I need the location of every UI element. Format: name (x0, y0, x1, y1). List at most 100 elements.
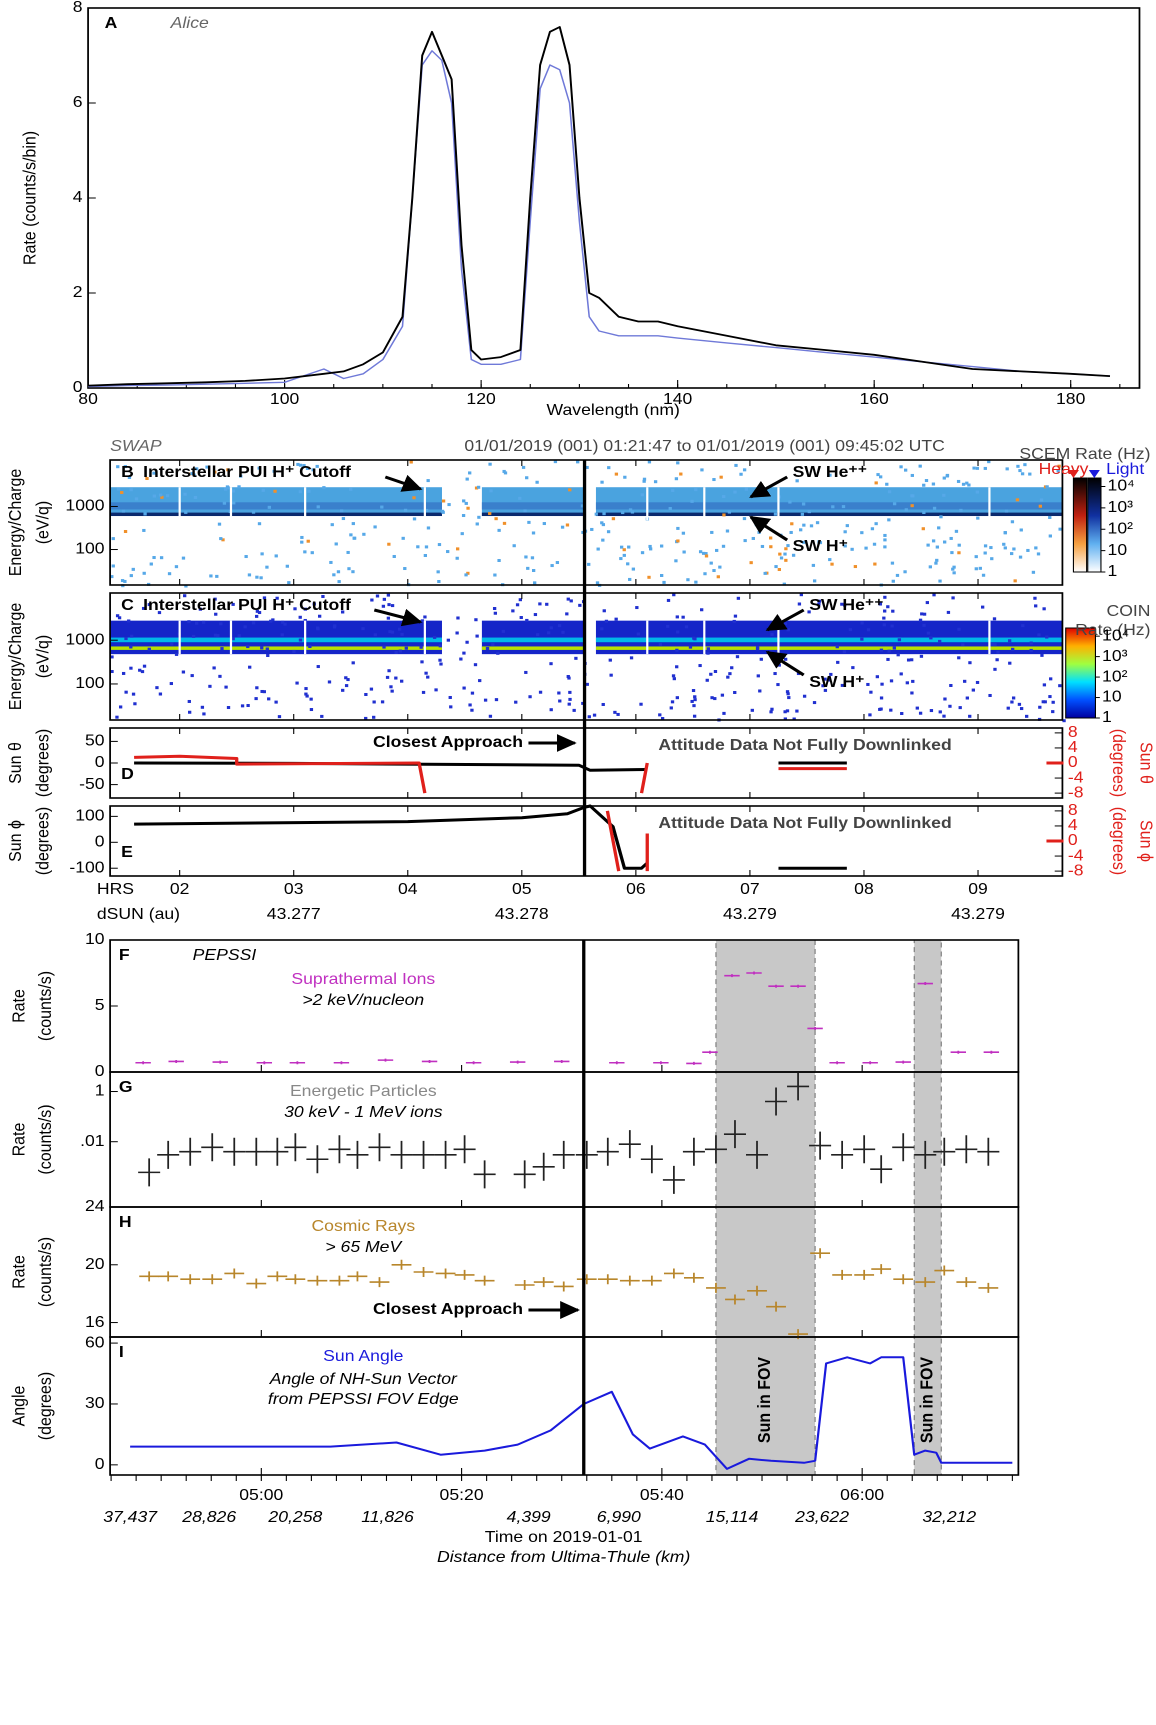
colorbar-tick-label: 10⁴ (1102, 626, 1129, 644)
spectrogram-dot (547, 631, 551, 635)
spectrogram-dot (215, 574, 219, 578)
spectrogram-dot (187, 620, 191, 624)
spectrogram-dot (466, 506, 470, 510)
spectrogram-dot (981, 605, 985, 609)
spectrogram-dot (770, 632, 774, 636)
spectrogram-dot (1015, 498, 1020, 502)
spectrogram-dot (1034, 546, 1038, 550)
spectrogram-dot (921, 527, 925, 531)
spectrogram-dot (420, 660, 424, 664)
spectrogram-dot (622, 553, 626, 557)
colorbar (1072, 477, 1088, 573)
spectrogram-dot (758, 689, 762, 693)
spectrogram-dot (470, 708, 474, 712)
spectrogram-dot (272, 469, 276, 473)
data-point (893, 1274, 914, 1285)
spectrogram-dot (251, 510, 256, 514)
arrow (749, 515, 789, 542)
axis-title: (degrees) (33, 807, 53, 875)
spectrogram-dot (390, 630, 395, 634)
spectrogram-dot (152, 471, 156, 475)
axis-title: (eV/q) (33, 501, 53, 545)
fov-label: Sun in FOV (917, 1356, 937, 1443)
data-point (829, 1061, 845, 1065)
colorbar-tick-label: 10³ (1108, 498, 1134, 516)
data-point (640, 1145, 663, 1174)
spectrogram-dot (585, 465, 589, 469)
spectrogram-dot (218, 674, 222, 678)
spectrogram-dot (883, 595, 887, 599)
spectrogram-dot (1018, 555, 1023, 559)
spectrogram-dot (693, 695, 697, 699)
spectrogram-dot (464, 573, 468, 577)
spectrogram-dot (223, 487, 228, 491)
spectrogram-dot (922, 612, 927, 616)
spectrogram-dot (123, 579, 127, 583)
spectrogram-dot (676, 461, 680, 465)
spectrogram-dot (596, 547, 600, 551)
y-tick-label: 16 (85, 1313, 105, 1331)
spectrogram-dot (200, 705, 205, 709)
spectrogram-dot (716, 575, 720, 579)
data-line (605, 810, 1064, 872)
spectrogram-dot (891, 609, 895, 613)
spectrogram-dot (889, 679, 894, 683)
spectrogram-dot (886, 605, 890, 609)
panel-letter: E (121, 843, 133, 861)
y-tick-label: 5 (95, 996, 105, 1014)
spectrogram-dot (754, 523, 759, 527)
annotation: Closest Approach (373, 733, 523, 751)
spectrogram-dot (725, 529, 730, 533)
spectrogram-dot (400, 632, 404, 636)
spectrogram-dot (131, 567, 135, 571)
spectrogram-dot (974, 555, 978, 559)
spectrogram-dot (115, 715, 119, 719)
data-point (978, 1282, 999, 1293)
spectrogram-dot (111, 564, 115, 568)
data-point (663, 1268, 684, 1279)
spectrogram-band (481, 637, 585, 643)
spectrogram-dot (983, 544, 988, 548)
spectrogram-dot (600, 480, 604, 484)
spectrogram-dot (672, 593, 676, 597)
spectrogram-dot (873, 562, 877, 566)
spectrogram-dot (262, 596, 267, 600)
x-tick-label: 08 (854, 880, 874, 898)
data-point (465, 1061, 482, 1065)
data-point (139, 1271, 160, 1282)
spectrogram-dot (412, 496, 416, 500)
spectrogram-dot (875, 675, 879, 679)
spectrogram-band (481, 487, 585, 517)
spectrogram-dot (266, 653, 270, 657)
y-tick-label: -4 (1068, 846, 1084, 864)
spectrogram-dot (375, 594, 380, 598)
data-point (747, 1285, 767, 1296)
spectrogram-dot (129, 488, 133, 492)
spectrogram-dot (226, 706, 231, 710)
time-range: 01/01/2019 (001) 01:21:47 to 01/01/2019 … (464, 437, 944, 455)
axis-title: Angle (9, 1386, 29, 1427)
spectrogram-dot (910, 473, 914, 477)
data-point (179, 1137, 202, 1166)
spectrogram-dot (277, 715, 282, 719)
spectrogram-dot (785, 690, 790, 694)
spectrogram-dot (267, 697, 271, 701)
spectrogram-dot (123, 529, 128, 533)
spectrogram-dot (1062, 719, 1066, 723)
data-point (474, 1275, 495, 1286)
data-point (246, 1278, 267, 1289)
spectrogram-dot (817, 599, 822, 603)
spectrogram-dot (470, 691, 475, 695)
spectrogram-dot (1003, 531, 1007, 535)
data-point (212, 1060, 228, 1064)
spectrogram-dot (817, 602, 821, 606)
spectrogram-dot (259, 576, 263, 580)
spectrogram-dot (475, 522, 479, 526)
spectrogram-dot (784, 547, 788, 551)
spectrogram-dot (983, 551, 987, 555)
spectrogram-dot (1029, 641, 1033, 645)
spectrogram-dot (823, 677, 827, 681)
spectrogram-dot (370, 598, 374, 602)
x-axis-title: Wavelength (nm) (547, 401, 680, 419)
spectrogram-dot (514, 700, 518, 704)
